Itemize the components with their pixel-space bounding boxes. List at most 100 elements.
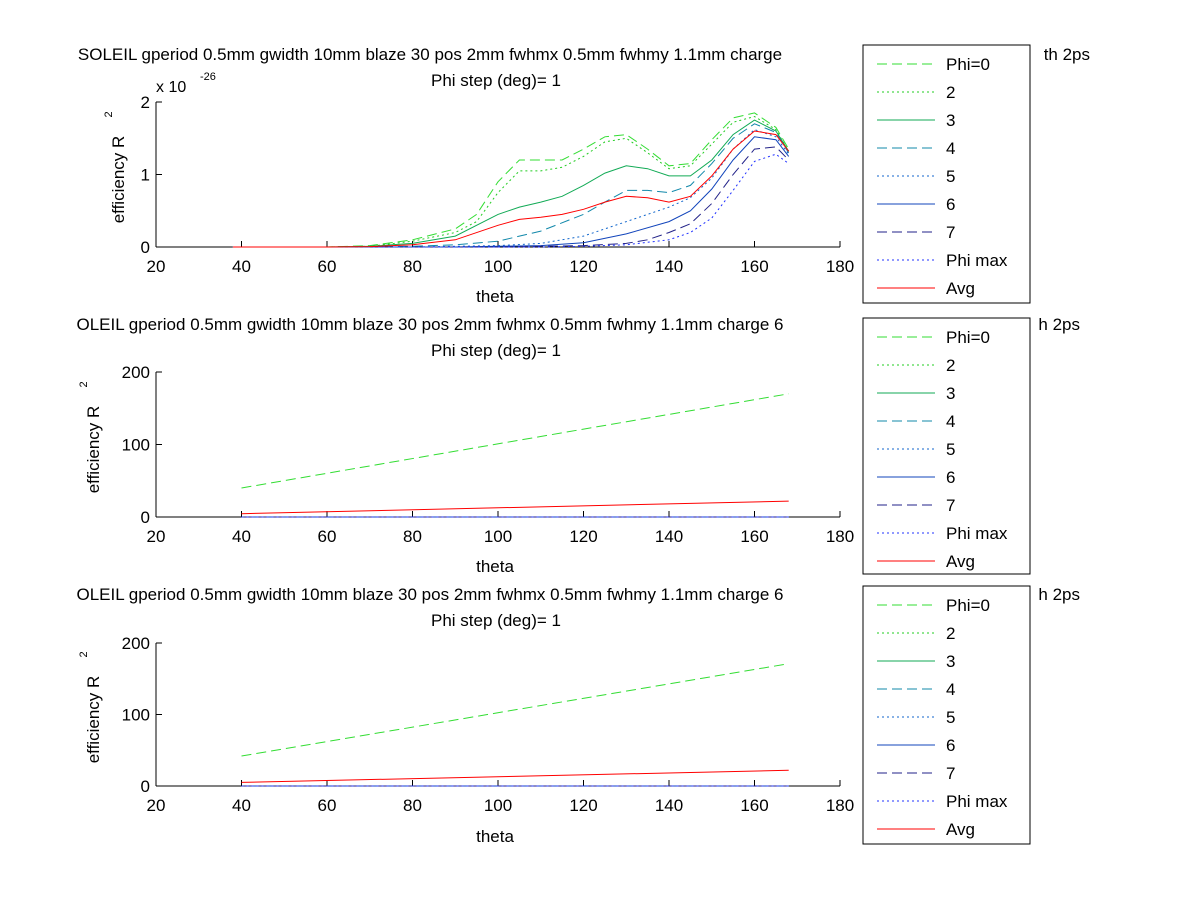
- legend-label: 4: [946, 412, 955, 431]
- legend-label: Phi=0: [946, 596, 990, 615]
- x-tick-label: 60: [318, 527, 337, 546]
- series-line-9: [241, 769, 789, 783]
- x-tick-label: 40: [232, 257, 251, 276]
- legend-box: [862, 585, 1031, 845]
- legend-label: 4: [946, 680, 955, 699]
- legend-label: 3: [946, 111, 955, 130]
- legend: Phi=0 2 3 4 5 6 7 Phi max Avg: [862, 44, 1031, 304]
- y-exponent: x 10: [156, 79, 186, 96]
- chart-title-right: h 2ps: [1038, 585, 1080, 604]
- x-tick-label: 120: [569, 527, 597, 546]
- legend-label: 7: [946, 223, 955, 242]
- legend-label: Phi max: [946, 792, 1008, 811]
- y-axis-label: efficiency R: [109, 136, 128, 224]
- y-tick-label: 0: [141, 508, 150, 527]
- x-tick-label: 160: [740, 796, 768, 815]
- series-line-7: [232, 146, 790, 248]
- series-line-1: [241, 663, 789, 757]
- y-tick-label: 0: [141, 238, 150, 257]
- x-tick-label: 80: [403, 527, 422, 546]
- x-tick-label: 60: [318, 257, 337, 276]
- series-line-9: [232, 130, 790, 248]
- legend: Phi=0 2 3 4 5 6 7 Phi max Avg: [862, 317, 1031, 575]
- x-axis-label: theta: [476, 287, 514, 306]
- y-axis-label-group: efficiency R 2: [78, 381, 103, 493]
- chart-title: OLEIL gperiod 0.5mm gwidth 10mm blaze 30…: [76, 315, 783, 334]
- legend-label: 3: [946, 652, 955, 671]
- legend-label: 4: [946, 139, 955, 158]
- legend-label: 5: [946, 167, 955, 186]
- x-tick-label: 100: [484, 257, 512, 276]
- y-axis-label-group: efficiency R 2: [78, 651, 103, 763]
- chart-panel-1: SOLEIL gperiod 0.5mm gwidth 10mm blaze 3…: [78, 44, 1090, 306]
- legend-label: Phi max: [946, 251, 1008, 270]
- x-tick-label: 140: [655, 527, 683, 546]
- legend: Phi=0 2 3 4 5 6 7 Phi max Avg: [862, 585, 1031, 845]
- y-tick-label: 1: [141, 166, 150, 185]
- x-tick-label: 140: [655, 796, 683, 815]
- chart-subtitle: Phi step (deg)= 1: [431, 611, 561, 630]
- series-line-1: [241, 393, 789, 489]
- y-exponent-power: -26: [200, 71, 216, 83]
- y-tick-label: 100: [122, 706, 150, 725]
- x-tick-label: 20: [147, 796, 166, 815]
- legend-label: Avg: [946, 279, 975, 298]
- y-tick-label: 200: [122, 363, 150, 382]
- legend-label: Avg: [946, 820, 975, 839]
- chart-title-right: th 2ps: [1044, 45, 1090, 64]
- x-tick-label: 80: [403, 796, 422, 815]
- series-line-4: [232, 123, 790, 248]
- y-tick-label: 2: [141, 93, 150, 112]
- x-tick-label: 60: [318, 796, 337, 815]
- legend-label: 7: [946, 764, 955, 783]
- chart-panel-3: OLEIL gperiod 0.5mm gwidth 10mm blaze 30…: [76, 585, 1080, 846]
- chart-title: SOLEIL gperiod 0.5mm gwidth 10mm blaze 3…: [78, 45, 782, 64]
- series-line-9: [241, 500, 789, 515]
- y-tick-label: 100: [122, 436, 150, 455]
- x-axis-label: theta: [476, 827, 514, 846]
- legend-label: 2: [946, 356, 955, 375]
- x-axis-label: theta: [476, 557, 514, 576]
- x-tick-label: 180: [826, 527, 854, 546]
- x-tick-label: 160: [740, 527, 768, 546]
- chart-panel-2: OLEIL gperiod 0.5mm gwidth 10mm blaze 30…: [76, 315, 1080, 576]
- legend-label: Phi=0: [946, 328, 990, 347]
- x-tick-label: 40: [232, 796, 251, 815]
- x-tick-label: 40: [232, 527, 251, 546]
- x-tick-label: 180: [826, 257, 854, 276]
- chart-title: OLEIL gperiod 0.5mm gwidth 10mm blaze 30…: [76, 585, 783, 604]
- chart-title-right: h 2ps: [1038, 315, 1080, 334]
- legend-box: [862, 317, 1031, 575]
- x-tick-label: 160: [740, 257, 768, 276]
- x-tick-label: 140: [655, 257, 683, 276]
- legend-label: 6: [946, 195, 955, 214]
- x-tick-label: 80: [403, 257, 422, 276]
- legend-box: [862, 44, 1031, 304]
- legend-label: 2: [946, 83, 955, 102]
- legend-label: Avg: [946, 552, 975, 571]
- series-line-1: [232, 112, 790, 248]
- x-tick-label: 20: [147, 527, 166, 546]
- x-tick-label: 120: [569, 796, 597, 815]
- legend-label: 7: [946, 496, 955, 515]
- y-axis-label-group: efficiency R 2: [103, 111, 128, 223]
- y-axis-label: efficiency R: [84, 676, 103, 764]
- legend-label: 5: [946, 708, 955, 727]
- x-tick-label: 20: [147, 257, 166, 276]
- y-axis-label: efficiency R: [84, 406, 103, 494]
- x-tick-label: 100: [484, 527, 512, 546]
- legend-label: 6: [946, 736, 955, 755]
- y-axis-label-power: 2: [78, 381, 90, 387]
- chart-subtitle: Phi step (deg)= 1: [431, 341, 561, 360]
- series-line-3: [232, 119, 790, 248]
- legend-label: Phi max: [946, 524, 1008, 543]
- legend-label: 3: [946, 384, 955, 403]
- x-tick-label: 100: [484, 796, 512, 815]
- legend-label: 2: [946, 624, 955, 643]
- series-line-5: [232, 129, 790, 248]
- series-line-6: [232, 136, 790, 248]
- x-tick-label: 120: [569, 257, 597, 276]
- y-axis-label-power: 2: [103, 111, 115, 117]
- legend-label: Phi=0: [946, 55, 990, 74]
